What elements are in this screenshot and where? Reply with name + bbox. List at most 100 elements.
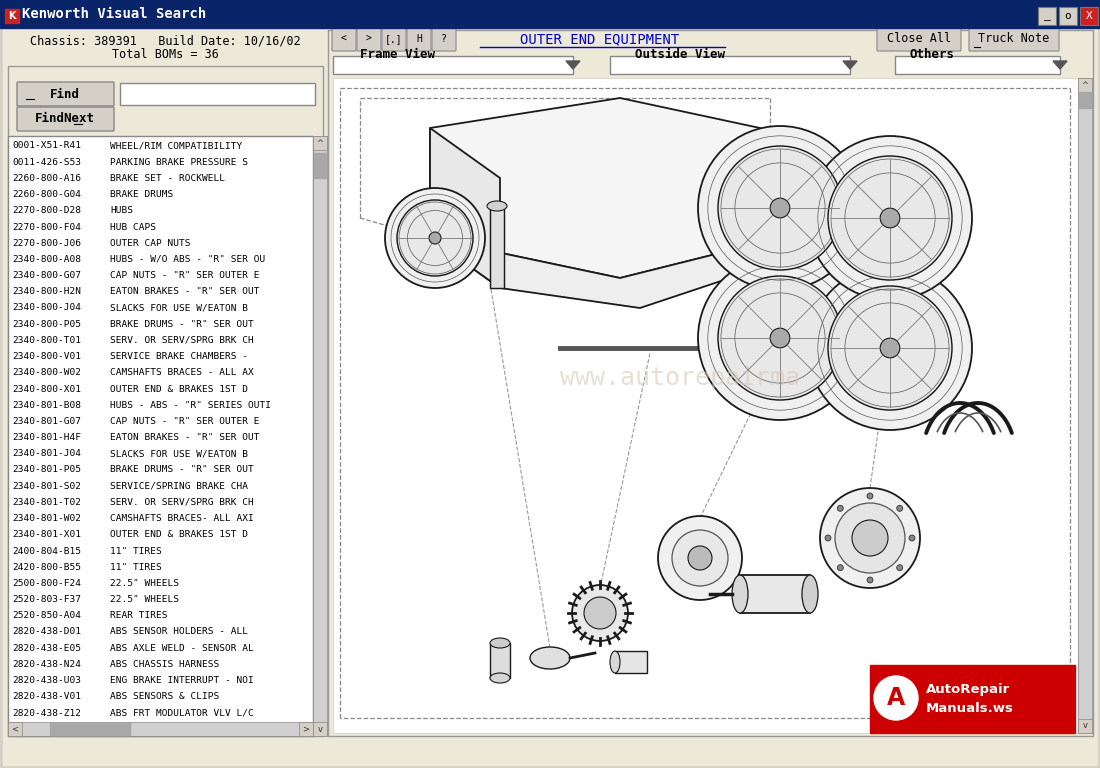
- Text: 2340-800-P05: 2340-800-P05: [12, 319, 81, 329]
- Text: 2340-800-J04: 2340-800-J04: [12, 303, 81, 313]
- Circle shape: [718, 146, 842, 270]
- Bar: [314, 136, 327, 150]
- FancyBboxPatch shape: [407, 27, 431, 51]
- Ellipse shape: [530, 647, 570, 669]
- Text: REAR TIRES: REAR TIRES: [110, 611, 167, 621]
- Polygon shape: [566, 61, 580, 69]
- Polygon shape: [1053, 61, 1067, 69]
- Circle shape: [385, 188, 485, 288]
- Text: Outside View: Outside View: [635, 48, 725, 61]
- Circle shape: [835, 503, 905, 573]
- Text: Truck Note: Truck Note: [978, 32, 1049, 45]
- Bar: [895, 56, 1060, 74]
- Text: 11" TIRES: 11" TIRES: [110, 563, 162, 571]
- Ellipse shape: [487, 201, 507, 211]
- Circle shape: [825, 535, 830, 541]
- Text: 2820-438-D01: 2820-438-D01: [12, 627, 81, 637]
- Text: BRAKE DRUMS - "R" SER OUT: BRAKE DRUMS - "R" SER OUT: [110, 319, 254, 329]
- Text: ABS FRT MODULATOR VLV L/C: ABS FRT MODULATOR VLV L/C: [110, 709, 254, 717]
- Text: CAMSHAFTS BRACES- ALL AXI: CAMSHAFTS BRACES- ALL AXI: [110, 514, 254, 523]
- Text: 2340-801-J04: 2340-801-J04: [12, 449, 81, 458]
- Text: 2340-800-T01: 2340-800-T01: [12, 336, 81, 345]
- Circle shape: [837, 564, 844, 571]
- Circle shape: [867, 493, 873, 499]
- Polygon shape: [430, 128, 500, 288]
- Text: Total BOMs = 36: Total BOMs = 36: [111, 48, 219, 61]
- Text: [.]: [.]: [385, 34, 403, 44]
- Text: ABS AXLE WELD - SENSOR AL: ABS AXLE WELD - SENSOR AL: [110, 644, 254, 653]
- Bar: [314, 153, 326, 178]
- FancyBboxPatch shape: [382, 27, 406, 51]
- Bar: [8, 66, 323, 736]
- Circle shape: [820, 488, 920, 588]
- Text: v: v: [318, 724, 322, 733]
- Ellipse shape: [732, 575, 748, 613]
- Text: 2340-801-H4F: 2340-801-H4F: [12, 433, 81, 442]
- Text: ABS SENSORS & CLIPS: ABS SENSORS & CLIPS: [110, 692, 219, 701]
- Bar: [740, 575, 810, 613]
- Text: 2270-800-F04: 2270-800-F04: [12, 223, 81, 231]
- Circle shape: [584, 597, 616, 629]
- Polygon shape: [843, 61, 857, 69]
- Text: OUTER END & BRAKES 1ST D: OUTER END & BRAKES 1ST D: [110, 385, 248, 393]
- Text: OUTER END EQUIPMENT: OUTER END EQUIPMENT: [520, 32, 680, 46]
- Bar: [299, 722, 314, 736]
- Text: SERV. OR SERV/SPRG BRK CH: SERV. OR SERV/SPRG BRK CH: [110, 498, 254, 507]
- Text: BRAKE SET - ROCKWELL: BRAKE SET - ROCKWELL: [110, 174, 226, 183]
- Text: <: <: [11, 724, 19, 733]
- Circle shape: [397, 200, 473, 276]
- Text: 2340-801-B08: 2340-801-B08: [12, 401, 81, 409]
- Circle shape: [896, 505, 903, 511]
- Text: CAP NUTS - "R" SER OUTER E: CAP NUTS - "R" SER OUTER E: [110, 271, 260, 280]
- Text: >: >: [366, 34, 372, 44]
- Circle shape: [828, 156, 952, 280]
- Text: HUBS: HUBS: [110, 207, 133, 215]
- Ellipse shape: [610, 651, 620, 673]
- Text: SERV. OR SERV/SPRG BRK CH: SERV. OR SERV/SPRG BRK CH: [110, 336, 254, 345]
- Text: 2500-800-F24: 2500-800-F24: [12, 579, 81, 588]
- Bar: [333, 56, 573, 74]
- Circle shape: [896, 564, 903, 571]
- FancyBboxPatch shape: [877, 27, 961, 51]
- Text: Frame View: Frame View: [360, 48, 434, 61]
- Bar: [314, 136, 327, 736]
- Text: Others: Others: [910, 48, 955, 61]
- Bar: [0, 0, 1100, 28]
- Circle shape: [909, 535, 915, 541]
- Polygon shape: [430, 238, 760, 308]
- Text: www.autorepairma: www.autorepairma: [560, 366, 800, 390]
- Text: 2340-801-P05: 2340-801-P05: [12, 465, 81, 475]
- Text: 2820-438-N24: 2820-438-N24: [12, 660, 81, 669]
- Text: 2270-800-J06: 2270-800-J06: [12, 239, 81, 248]
- Text: 2520-803-F37: 2520-803-F37: [12, 595, 81, 604]
- Text: 2340-800-V01: 2340-800-V01: [12, 352, 81, 361]
- Text: A: A: [887, 686, 905, 710]
- Text: v: v: [1082, 721, 1088, 730]
- Bar: [1059, 7, 1077, 25]
- Circle shape: [429, 232, 441, 244]
- Bar: [328, 30, 1093, 736]
- Text: K: K: [9, 11, 15, 21]
- Text: _: _: [1044, 11, 1050, 21]
- Text: ABS SENSOR HOLDERS - ALL: ABS SENSOR HOLDERS - ALL: [110, 627, 248, 637]
- Text: X: X: [1086, 11, 1092, 21]
- Circle shape: [658, 516, 742, 600]
- Text: 22.5" WHEELS: 22.5" WHEELS: [110, 579, 179, 588]
- Text: ^: ^: [317, 138, 323, 147]
- Bar: [1079, 92, 1091, 108]
- Circle shape: [688, 546, 712, 570]
- Ellipse shape: [802, 575, 818, 613]
- FancyBboxPatch shape: [358, 27, 381, 51]
- Text: ABS CHASSIS HARNESS: ABS CHASSIS HARNESS: [110, 660, 219, 669]
- Text: Close All: Close All: [887, 32, 952, 45]
- Text: 2340-800-H2N: 2340-800-H2N: [12, 287, 81, 296]
- Text: 2520-850-A04: 2520-850-A04: [12, 611, 81, 621]
- Circle shape: [837, 505, 844, 511]
- FancyBboxPatch shape: [969, 27, 1059, 51]
- Text: 0011-426-S53: 0011-426-S53: [12, 157, 81, 167]
- Circle shape: [880, 338, 900, 358]
- Bar: [490, 208, 504, 288]
- Text: 2820-438-Z12: 2820-438-Z12: [12, 709, 81, 717]
- Text: 2260-800-A16: 2260-800-A16: [12, 174, 81, 183]
- FancyBboxPatch shape: [432, 27, 456, 51]
